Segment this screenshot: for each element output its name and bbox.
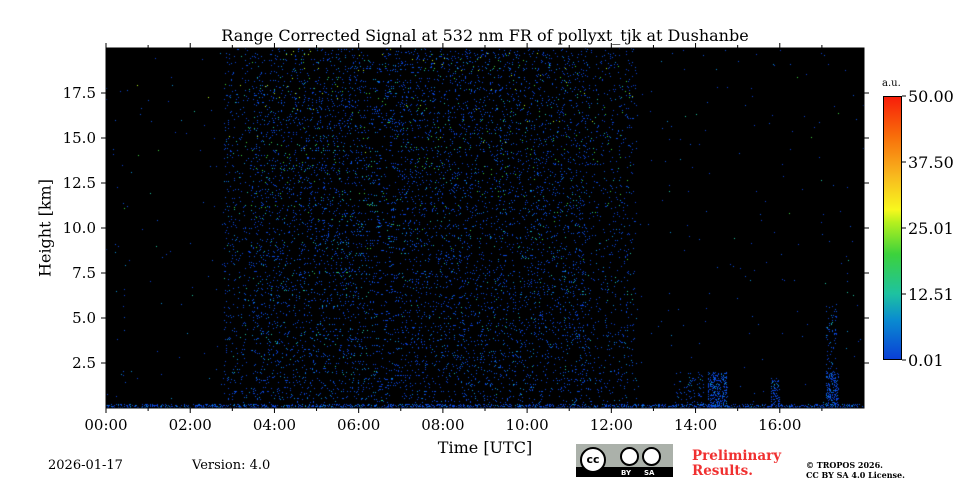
y-tick-label: 7.5 bbox=[72, 264, 96, 282]
x-tick-label: 14:00 bbox=[674, 416, 717, 434]
x-tick-label: 04:00 bbox=[253, 416, 296, 434]
x-tick-label: 06:00 bbox=[337, 416, 380, 434]
x-tick-label: 02:00 bbox=[169, 416, 212, 434]
cc-icon: cc bbox=[580, 447, 606, 473]
y-tick-label: 2.5 bbox=[72, 354, 96, 372]
y-axis-label: Height [km] bbox=[35, 179, 55, 277]
x-tick-label: 10:00 bbox=[505, 416, 548, 434]
x-axis-label: Time [UTC] bbox=[437, 438, 533, 457]
colorbar-tick-label: 12.51 bbox=[908, 285, 954, 304]
x-tick-label: 16:00 bbox=[758, 416, 801, 434]
colorbar-tick-label: 0.01 bbox=[908, 351, 944, 370]
colorbar-unit: a.u. bbox=[882, 78, 901, 89]
y-tick-label: 17.5 bbox=[63, 84, 96, 102]
preliminary-results-label: Preliminary Results. bbox=[692, 448, 782, 479]
colorbar bbox=[883, 96, 902, 360]
x-tick-label: 12:00 bbox=[590, 416, 633, 434]
y-tick-label: 15.0 bbox=[63, 129, 96, 147]
version-label: Version: 4.0 bbox=[192, 458, 271, 473]
x-tick-label: 08:00 bbox=[421, 416, 464, 434]
cc-by-text: BY bbox=[621, 469, 632, 477]
colorbar-tick-label: 37.50 bbox=[908, 153, 954, 172]
plot-frame bbox=[105, 47, 865, 409]
date-label: 2026-01-17 bbox=[48, 458, 123, 473]
colorbar-tick-label: 50.00 bbox=[908, 87, 954, 106]
cc-sa-text: SA bbox=[644, 469, 655, 477]
copyright-line1: © TROPOS 2026. bbox=[806, 460, 883, 470]
copyright: © TROPOS 2026. CC BY SA 4.0 License. bbox=[806, 460, 905, 480]
copyright-line2: CC BY SA 4.0 License. bbox=[806, 470, 905, 480]
sa-icon bbox=[642, 447, 661, 466]
y-tick-label: 10.0 bbox=[63, 219, 96, 237]
by-icon bbox=[620, 447, 639, 466]
colorbar-tick-label: 25.01 bbox=[908, 219, 954, 238]
cc-license-logo: cc BY SA bbox=[576, 444, 673, 477]
x-tick-label: 00:00 bbox=[84, 416, 127, 434]
y-tick-label: 12.5 bbox=[63, 174, 96, 192]
chart-title: Range Corrected Signal at 532 nm FR of p… bbox=[221, 26, 749, 45]
heatmap-canvas bbox=[106, 48, 864, 408]
y-tick-label: 5.0 bbox=[72, 309, 96, 327]
